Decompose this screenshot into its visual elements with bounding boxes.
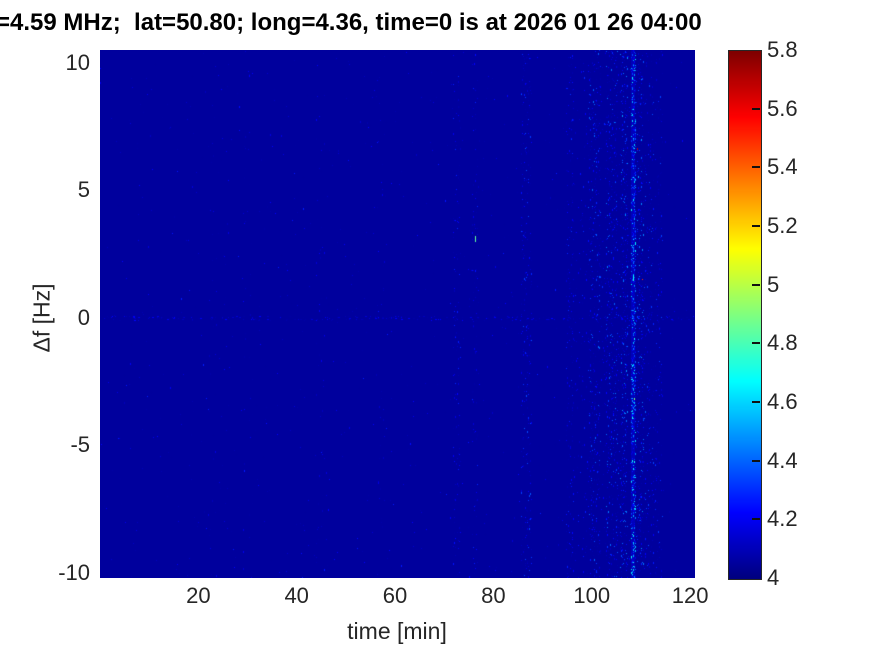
colorbar-tickmark [752,518,760,521]
colorbar-tickmark [752,225,760,227]
colorbar-tick-label: 5.6 [767,95,798,121]
plot-title: =4.59 MHz; lat=50.80; long=4.36, time=0 … [0,9,702,36]
x-tick-label: 40 [284,583,309,608]
colorbar-tickmark [752,459,760,462]
x-axis-label: time [min] [347,618,447,644]
colorbar-tickmark [752,166,760,169]
y-tick-label: -10 [58,559,90,585]
y-tick-label: 0 [77,304,90,330]
heatmap-canvas [100,50,695,578]
colorbar-tick-label: 5 [767,271,780,297]
colorbar-tick-label: 5.4 [767,154,798,180]
x-tick-label: 60 [382,583,408,608]
colorbar-tickmark [752,283,760,286]
colorbar-tick-label: 4.4 [767,447,798,473]
colorbar-tickmark [752,401,760,403]
x-tick-label: 80 [481,583,506,608]
colorbar-tickmark [752,342,760,345]
colorbar-tick-label: 5.2 [767,213,798,238]
colorbar-tickmark [752,107,760,110]
colorbar-tick-label: 4 [767,565,780,590]
y-tick-label: -5 [70,432,90,458]
x-tick-label: 20 [186,583,211,608]
x-tick-label: 100 [573,583,611,608]
y-tick-label: 10 [65,49,90,75]
colorbar-tick-label: 4.2 [767,506,798,532]
colorbar-tick-label: 4.8 [767,330,798,356]
x-tick-label: 120 [671,583,709,608]
colorbar-tick-label: 5.8 [767,37,798,62]
colorbar-tick-label: 4.6 [767,389,798,414]
colorbar [728,50,762,580]
y-tick-label: 5 [77,177,90,203]
